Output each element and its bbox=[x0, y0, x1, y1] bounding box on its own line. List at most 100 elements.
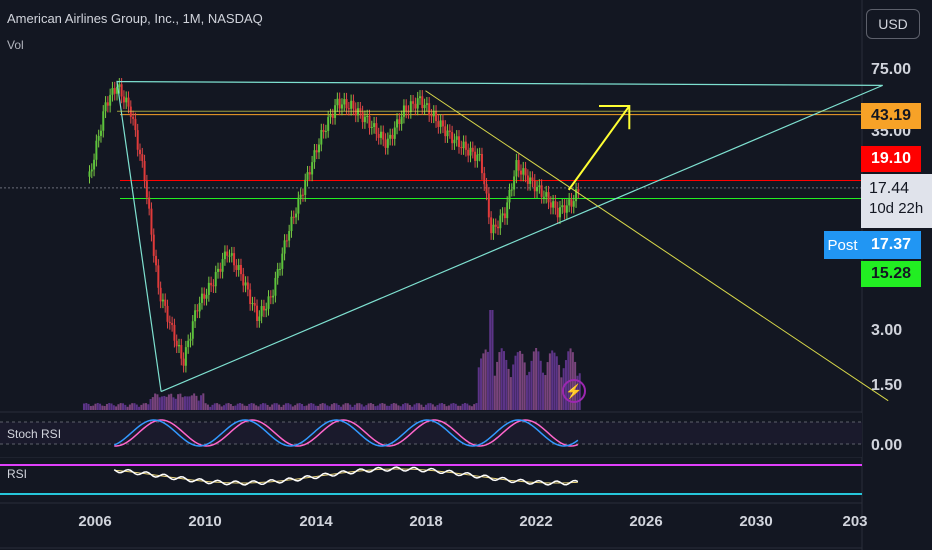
candle-body bbox=[329, 115, 332, 118]
volume-bar bbox=[434, 406, 437, 410]
candle-body bbox=[384, 139, 387, 148]
candle-body bbox=[274, 277, 277, 296]
volume-bar bbox=[126, 406, 129, 410]
volume-bar bbox=[369, 403, 372, 410]
candle-body bbox=[233, 253, 236, 266]
volume-bar bbox=[505, 359, 508, 410]
candle-body bbox=[336, 98, 339, 106]
candle-body bbox=[214, 271, 217, 287]
candle-body bbox=[444, 126, 447, 137]
volume-bar bbox=[195, 395, 198, 410]
candle-body bbox=[265, 308, 268, 311]
candle-body bbox=[437, 121, 440, 127]
volume-bar bbox=[188, 396, 191, 410]
y-tick-1-5: 1.50 bbox=[871, 377, 903, 394]
candle-body bbox=[207, 282, 210, 295]
volume-bar bbox=[183, 396, 186, 410]
candle-body bbox=[295, 213, 298, 218]
volume-bar bbox=[319, 403, 322, 410]
candle-body bbox=[414, 103, 417, 109]
candle-body bbox=[515, 160, 518, 177]
currency-button[interactable]: USD bbox=[866, 9, 920, 39]
volume-bar bbox=[94, 403, 97, 410]
volume-bar bbox=[429, 403, 432, 410]
candle-body bbox=[269, 296, 272, 298]
candle-body bbox=[572, 201, 575, 207]
volume-bar bbox=[385, 405, 388, 410]
candle-body bbox=[228, 255, 231, 257]
candle-body bbox=[439, 120, 442, 127]
candle-body bbox=[458, 136, 461, 147]
volume-bar bbox=[390, 403, 393, 410]
candle-body bbox=[357, 108, 360, 116]
volume-bar bbox=[108, 403, 111, 410]
volume-bar bbox=[498, 352, 501, 410]
candle-body bbox=[577, 189, 580, 192]
candle-body bbox=[318, 144, 321, 153]
candle-body bbox=[118, 84, 121, 87]
volume-bar bbox=[525, 375, 528, 410]
candle-body bbox=[529, 177, 532, 184]
candle-body bbox=[315, 150, 318, 153]
candle-body bbox=[173, 324, 176, 341]
volume-bar bbox=[172, 397, 175, 410]
candle-body bbox=[375, 123, 378, 135]
volume-bar bbox=[321, 403, 324, 410]
volume-bar bbox=[124, 404, 127, 410]
volume-bar bbox=[466, 403, 469, 410]
candle-body bbox=[120, 84, 123, 97]
volume-bar bbox=[470, 406, 473, 410]
candle-body bbox=[308, 172, 311, 175]
volume-bar bbox=[142, 403, 145, 410]
candle-body bbox=[159, 287, 162, 302]
volume-bar bbox=[418, 403, 421, 410]
candle-body bbox=[311, 162, 314, 175]
volume-bar bbox=[463, 403, 466, 410]
volume-bar bbox=[227, 403, 230, 410]
candle-body bbox=[547, 192, 550, 203]
volume-bar bbox=[438, 403, 441, 410]
candle-body bbox=[391, 134, 394, 139]
rsi-label: RSI bbox=[7, 467, 28, 481]
lightning-icon[interactable]: ⚡ bbox=[562, 379, 586, 403]
x-tick-2022: 2022 bbox=[519, 513, 553, 530]
volume-bar bbox=[406, 403, 409, 410]
candle-body bbox=[382, 131, 385, 140]
candle-body bbox=[127, 97, 130, 107]
volume-bar bbox=[218, 404, 221, 410]
last-price-tag: 17.44 10d 22h bbox=[861, 174, 932, 228]
candle-body bbox=[219, 268, 222, 272]
stoch-value: 0.00 bbox=[871, 437, 903, 454]
candle-body bbox=[285, 240, 288, 242]
rsi-line bbox=[113, 466, 579, 486]
volume-bar bbox=[356, 403, 359, 410]
candle-body bbox=[187, 340, 190, 348]
volume-bar bbox=[374, 406, 377, 410]
volume-bar bbox=[521, 353, 524, 410]
candle-body bbox=[354, 108, 357, 116]
volume-bar bbox=[310, 403, 313, 410]
volume-bar bbox=[128, 404, 131, 410]
candle-body bbox=[368, 115, 371, 128]
candle-body bbox=[460, 146, 463, 149]
volume-bar bbox=[468, 405, 471, 410]
candle-body bbox=[558, 207, 561, 218]
candle-body bbox=[184, 347, 187, 366]
volume-bar bbox=[245, 405, 248, 410]
candle-body bbox=[267, 296, 270, 309]
volume-bar bbox=[149, 399, 152, 410]
candle-body bbox=[425, 103, 428, 105]
volume-bar bbox=[346, 403, 349, 410]
descending-trend-line bbox=[425, 90, 889, 402]
candle-body bbox=[347, 108, 350, 110]
candle-body bbox=[501, 213, 504, 216]
candle-body bbox=[350, 100, 353, 109]
volume-bar bbox=[289, 404, 292, 410]
volume-bar bbox=[404, 403, 407, 410]
volume-bar bbox=[280, 406, 283, 410]
candle-body bbox=[157, 265, 160, 288]
candle-body bbox=[97, 135, 100, 141]
candle-body bbox=[226, 251, 229, 256]
